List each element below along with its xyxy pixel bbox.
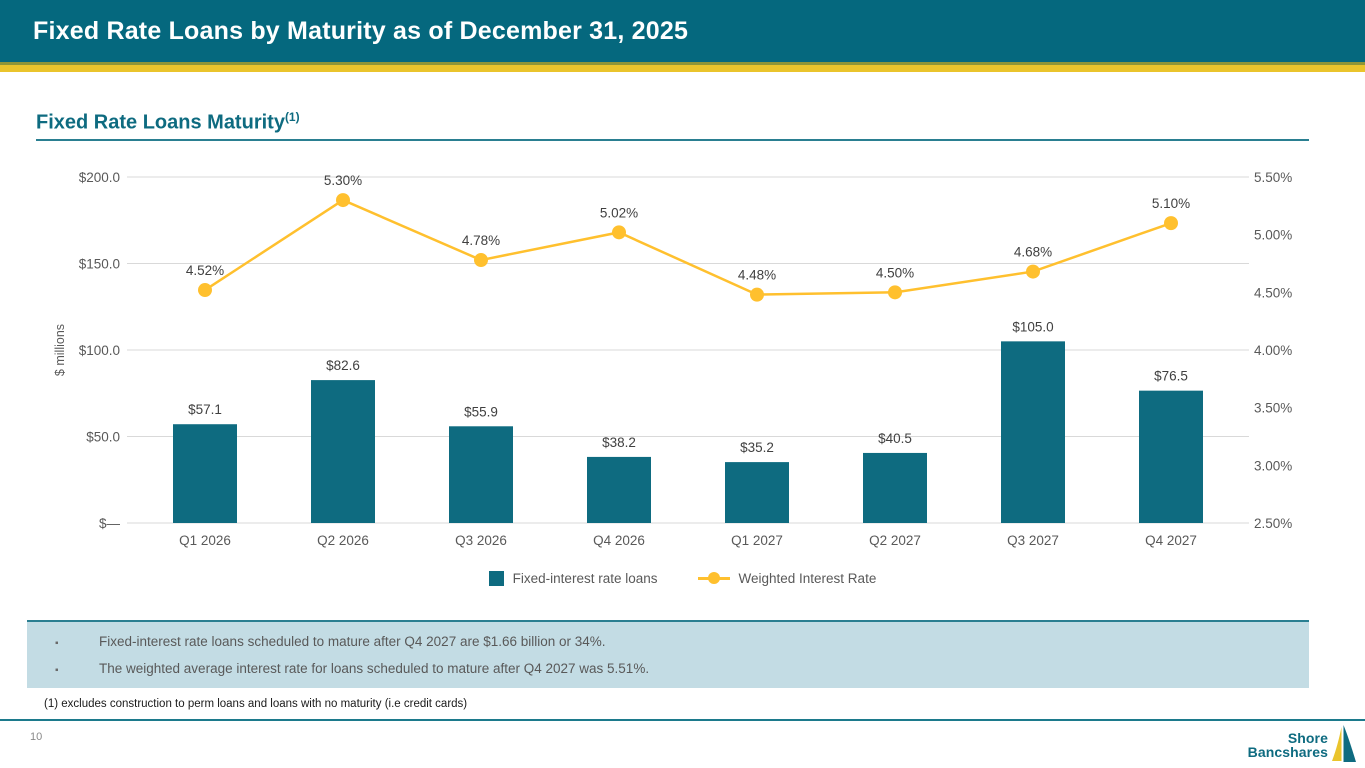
rate-point [198, 283, 212, 298]
legend-item-bars: Fixed-interest rate loans [488, 570, 658, 586]
bullet-icon: ▪ [55, 665, 59, 676]
sailboat-icon [1332, 725, 1356, 762]
footnote: (1) excludes construction to perm loans … [44, 698, 468, 710]
page-number: 10 [30, 731, 43, 743]
bullet-icon: ▪ [55, 638, 59, 649]
rate-value-label: 4.48% [738, 268, 776, 283]
rate-value-label: 4.52% [186, 263, 224, 278]
rate-value-label: 4.50% [876, 265, 914, 280]
legend-label-line: Weighted Interest Rate [738, 570, 877, 586]
line-series-marker-icon [697, 571, 730, 585]
rate-value-label: 4.78% [462, 233, 500, 248]
bar-series-swatch-icon [488, 570, 504, 586]
note-text: Fixed-interest rate loans scheduled to m… [99, 634, 606, 649]
bar [449, 426, 513, 523]
note-row: ▪ The weighted average interest rate for… [27, 661, 1309, 676]
right-axis-tick-label: 4.50% [1254, 285, 1292, 300]
title-divider [36, 139, 1309, 141]
bar [1139, 390, 1203, 523]
x-axis-category-label: Q2 2027 [869, 533, 921, 548]
bar-value-label: $105.0 [1012, 319, 1053, 334]
footer-divider [0, 719, 1365, 721]
left-axis-tick-label: $100.0 [79, 343, 120, 358]
right-axis-tick-label: 3.00% [1254, 458, 1292, 473]
rate-point [1026, 264, 1040, 279]
x-axis-category-label: Q1 2027 [731, 533, 783, 548]
slide-header: Fixed Rate Loans by Maturity as of Decem… [0, 0, 1365, 62]
rate-point [474, 253, 488, 268]
right-axis-tick-label: 3.50% [1254, 401, 1292, 416]
x-axis-category-label: Q3 2026 [455, 533, 507, 548]
chart-canvas: $200.0 $150.0 $100.0 $50.0 $— 5.50% 5.00% 4.50%… [53, 170, 1292, 548]
x-axis-category-label: Q4 2027 [1145, 533, 1197, 548]
right-axis-tick-label: 4.00% [1254, 343, 1292, 358]
left-axis-tick-label: $— [99, 516, 121, 531]
note-row: ▪ Fixed-interest rate loans scheduled to… [27, 634, 1309, 649]
rate-value-label: 5.02% [600, 205, 638, 220]
rate-point [750, 287, 764, 302]
rate-line [204, 198, 1172, 296]
x-axis-category-label: Q1 2026 [179, 533, 231, 548]
right-axis-tick-label: 5.00% [1254, 228, 1292, 243]
bar [587, 456, 651, 523]
legend-item-line: Weighted Interest Rate [697, 570, 877, 586]
rate-value-label: 4.68% [1014, 245, 1052, 260]
footnote-marker: (1) [284, 110, 300, 124]
slide-title: Fixed Rate Loans by Maturity as of Decem… [33, 16, 689, 45]
rate-point [612, 225, 626, 240]
right-axis-tick-label: 2.50% [1254, 516, 1292, 531]
rate-value-label: 5.30% [324, 173, 362, 188]
bar [173, 424, 237, 523]
x-axis-category-label: Q3 2027 [1007, 533, 1059, 548]
maturity-combo-chart: $200.0 $150.0 $100.0 $50.0 $— 5.50% 5.00% 4.50%… [0, 150, 1365, 568]
notes-box: ▪ Fixed-interest rate loans scheduled to… [27, 622, 1309, 688]
bar [311, 380, 375, 523]
bar-value-label: $35.2 [740, 440, 774, 455]
rate-point [888, 285, 902, 300]
bar-value-label: $38.2 [602, 435, 636, 450]
note-text: The weighted average interest rate for l… [99, 661, 650, 676]
notes-top-border [27, 620, 1309, 622]
left-axis-tick-label: $150.0 [79, 257, 120, 272]
left-axis-tick-label: $200.0 [79, 170, 120, 185]
x-axis-category-label: Q4 2026 [593, 533, 645, 548]
rate-point [1164, 216, 1178, 231]
bar-value-label: $76.5 [1154, 369, 1188, 384]
bar-value-label: $40.5 [878, 431, 912, 446]
left-axis-tick-label: $50.0 [86, 430, 120, 445]
bar-value-label: $55.9 [464, 404, 498, 419]
left-axis-title: $ millions [53, 324, 67, 376]
chart-legend: Fixed-interest rate loans Weighted Inter… [0, 567, 1365, 589]
bar [725, 462, 789, 523]
company-logo: Shore Bancshares [1248, 725, 1357, 765]
logo-text: Shore Bancshares [1247, 730, 1328, 760]
chart-section-title: Fixed Rate Loans Maturity(1) [36, 110, 300, 134]
bar [863, 452, 927, 523]
rate-point [336, 193, 350, 208]
bar [1001, 341, 1065, 523]
legend-label-bars: Fixed-interest rate loans [512, 570, 658, 586]
rate-value-label: 5.10% [1152, 196, 1190, 211]
right-axis-tick-label: 5.50% [1254, 170, 1292, 185]
bar-value-label: $57.1 [188, 402, 222, 417]
bar-value-label: $82.6 [326, 358, 360, 373]
x-axis-category-label: Q2 2026 [317, 533, 369, 548]
header-accent-bar [0, 62, 1365, 72]
